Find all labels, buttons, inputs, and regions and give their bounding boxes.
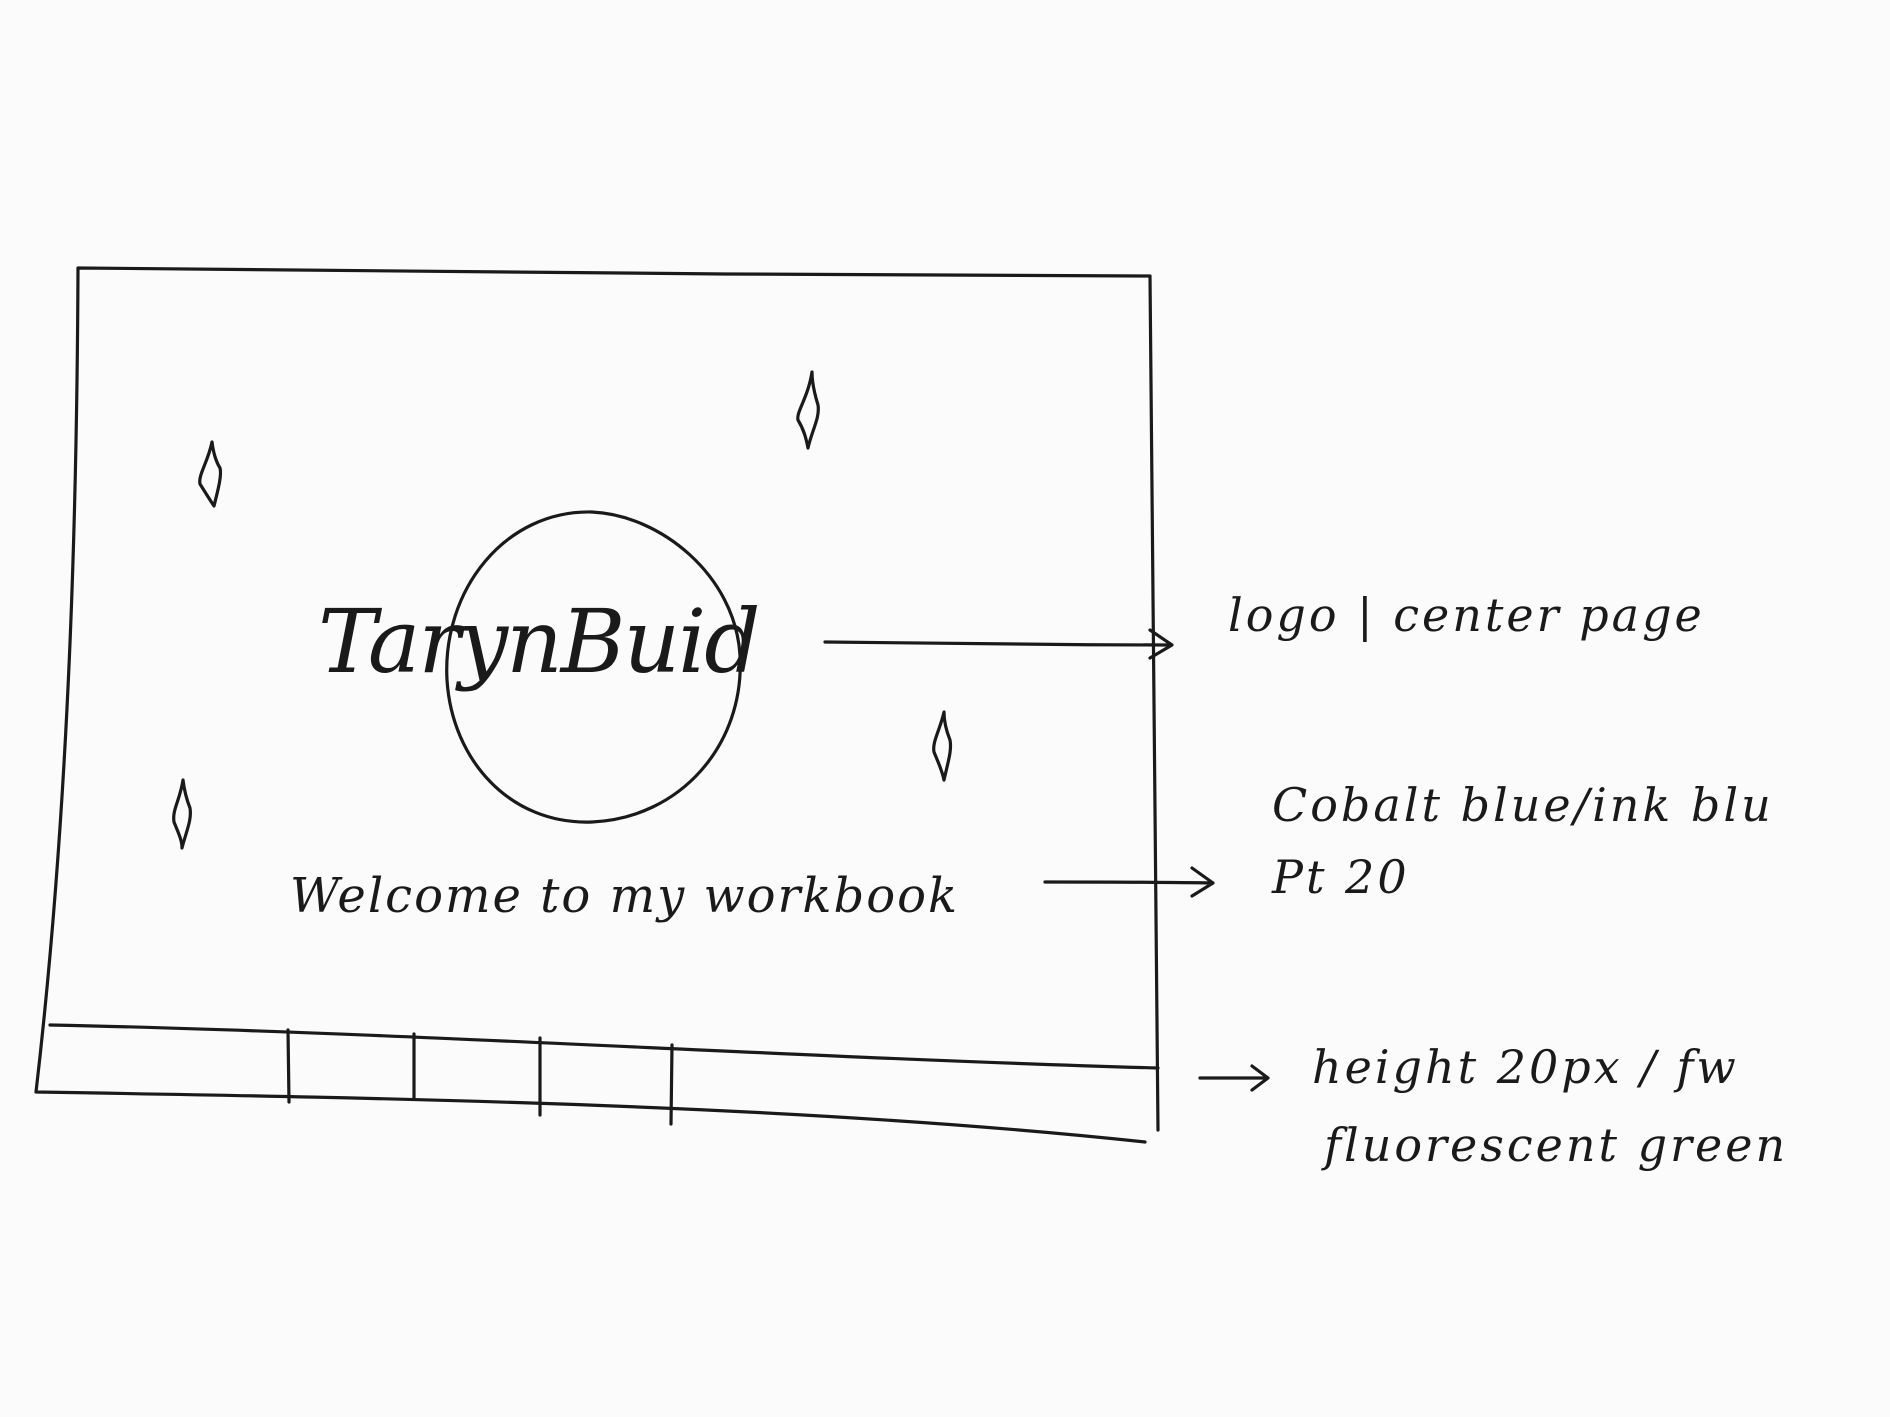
bar-height-annotation: height 20px / fw — [1312, 1040, 1739, 1094]
bar-color-annotation: fluorescent green — [1324, 1118, 1789, 1172]
arrow-icon — [1043, 866, 1215, 898]
sparkle-icon — [796, 370, 820, 450]
footer-bar — [48, 1023, 1160, 1126]
sparkle-icon — [932, 710, 953, 782]
arrow-icon — [823, 628, 1174, 660]
sparkle-icon — [172, 778, 192, 850]
sparkle-icon — [198, 440, 223, 508]
size-annotation: Pt 20 — [1272, 850, 1410, 904]
page-frame — [34, 266, 1160, 1144]
logo-annotation: logo | center page — [1228, 588, 1705, 642]
arrow-icon — [1198, 1064, 1270, 1092]
welcome-heading: Welcome to my workbook — [290, 868, 960, 924]
logo-signature: TarynBuid — [318, 590, 761, 693]
color-annotation: Cobalt blue/ink blu — [1272, 778, 1774, 832]
logo-circle — [445, 510, 742, 824]
